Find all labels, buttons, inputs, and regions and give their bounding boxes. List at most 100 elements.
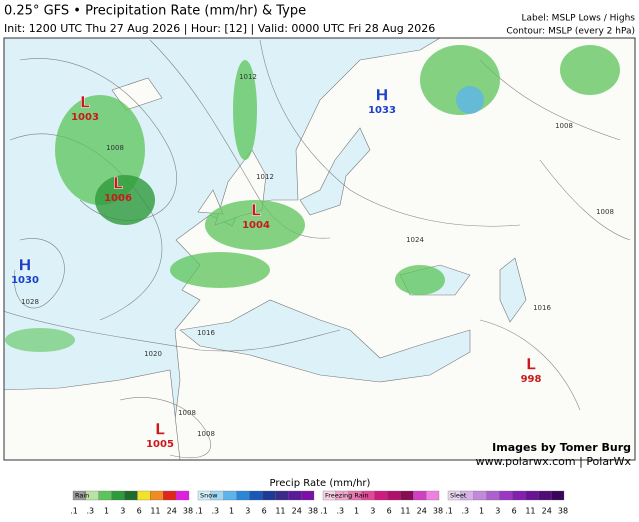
isobar-label: 1012 <box>239 73 257 81</box>
legend-swatch <box>425 490 440 501</box>
map-frame <box>3 37 636 461</box>
legend-tick-label: .1 <box>320 507 328 516</box>
credit-author: Images by Tomer Burg <box>492 441 631 454</box>
legend-tick-label: 11 <box>400 507 410 516</box>
legend-tick-label: 6 <box>262 507 267 516</box>
legend-swatch <box>400 490 414 501</box>
isobar-label: 1028 <box>21 298 39 306</box>
legend-swatch <box>300 490 315 501</box>
isobar-label: 1008 <box>197 430 215 438</box>
legend-swatch <box>525 490 539 501</box>
legend-tick-label: .3 <box>461 507 469 516</box>
precip-area <box>560 45 620 95</box>
legend-tick-label: 24 <box>542 507 552 516</box>
legend-tick-label: 24 <box>167 507 177 516</box>
legend-tick-label: .1 <box>70 507 78 516</box>
isobar-label: 1016 <box>197 329 215 337</box>
pressure-center-value: 1033 <box>368 105 396 116</box>
precip-area <box>395 265 445 295</box>
pressure-center-letter: H <box>375 86 388 105</box>
legend-swatch <box>288 490 302 501</box>
pressure-center-letter: L <box>113 174 123 193</box>
isobar-label: 1008 <box>596 208 614 216</box>
mediterranean <box>179 299 471 383</box>
legend-tick-label: 11 <box>525 507 535 516</box>
pressure-center-value: 1006 <box>104 193 132 204</box>
land-ireland <box>197 189 224 215</box>
legend-tick-label: 1 <box>354 507 359 516</box>
legend-tick-label: 1 <box>479 507 484 516</box>
isobar <box>479 319 581 411</box>
legend-swatch <box>236 490 250 501</box>
isobar-label: 1020 <box>144 350 162 358</box>
title: 0.25° GFS • Precipitation Rate (mm/hr) &… <box>4 4 306 19</box>
legend-scale-name: Freezing Rain <box>325 492 369 500</box>
isobar <box>539 159 631 241</box>
legend-swatch <box>550 490 565 501</box>
isobar <box>4 310 341 352</box>
legend-swatch <box>98 490 112 501</box>
pressure-center-value: 1003 <box>71 112 99 123</box>
precip-area <box>233 60 257 160</box>
isobar-label: 1016 <box>533 304 551 312</box>
pressure-center-letter: L <box>251 201 261 220</box>
legend-tick-label: 3 <box>495 507 500 516</box>
legend-tick-label: .3 <box>211 507 219 516</box>
legend-tick-label: 24 <box>292 507 302 516</box>
legend-tick-label: 3 <box>370 507 375 516</box>
legend-swatch <box>223 490 237 501</box>
pressure-center-value: 1004 <box>242 220 270 231</box>
pressure-center-value: 1005 <box>146 439 174 450</box>
legend-tick-label: 3 <box>245 507 250 516</box>
pressure-center-value: 998 <box>521 374 542 385</box>
legend-tick-label: 6 <box>387 507 392 516</box>
pressure-center-letter: L <box>80 93 90 112</box>
legend-tick-label: 11 <box>150 507 160 516</box>
legend-tick-label: 1 <box>229 507 234 516</box>
legend-swatch <box>538 490 552 501</box>
isobar-label: 1008 <box>178 409 196 417</box>
pressure-center-letter: L <box>155 420 165 439</box>
precip-area <box>95 175 155 225</box>
legend-tick-label: .1 <box>195 507 203 516</box>
precip-area <box>456 86 484 114</box>
pressure-center-letter: H <box>18 256 31 275</box>
legend-tick-label: 1 <box>104 507 109 516</box>
legend-tick-label: 38 <box>183 507 193 516</box>
legend-tick-label: 38 <box>558 507 568 516</box>
legend-swatch <box>111 490 125 501</box>
isobar-label: 1008 <box>555 122 573 130</box>
legend-title: Precip Rate (mm/hr) <box>270 478 371 489</box>
legend-swatch <box>175 490 190 501</box>
legend-tick-label: .3 <box>86 507 94 516</box>
legend-swatch <box>512 490 526 501</box>
land-west-africa <box>4 369 181 460</box>
legend-tick-label: 6 <box>137 507 142 516</box>
legend-tick-label: 24 <box>417 507 427 516</box>
subtitle: Init: 1200 UTC Thu 27 Aug 2026 | Hour: [… <box>4 22 435 35</box>
map: L1003L1006L1004H1030H1033L998L1005101210… <box>3 37 636 461</box>
legend-swatch <box>486 490 500 501</box>
legend-tick-label: 11 <box>275 507 285 516</box>
legend-swatch <box>499 490 513 501</box>
contour-note: Contour: MSLP (every 2 hPa) <box>506 27 635 37</box>
pressure-center-letter: L <box>526 355 536 374</box>
legend-swatch <box>249 490 263 501</box>
legend-swatch <box>262 490 276 501</box>
legend-swatch <box>387 490 401 501</box>
precipitation <box>5 45 620 352</box>
legend-tick-label: 38 <box>308 507 318 516</box>
credit-site: www.polarwx.com | PolarWx <box>476 455 632 468</box>
legend-scale-name: Sleet <box>450 492 467 500</box>
isobar-label: 1012 <box>256 173 274 181</box>
legend-tick-label: 6 <box>512 507 517 516</box>
legend-tick-label: .1 <box>445 507 453 516</box>
legend-tick-label: 38 <box>433 507 443 516</box>
precip-area <box>5 328 75 352</box>
isobar <box>13 238 65 309</box>
legend-swatch <box>413 490 427 501</box>
legend-swatch <box>124 490 138 501</box>
legend-scale-name: Snow <box>200 492 218 500</box>
